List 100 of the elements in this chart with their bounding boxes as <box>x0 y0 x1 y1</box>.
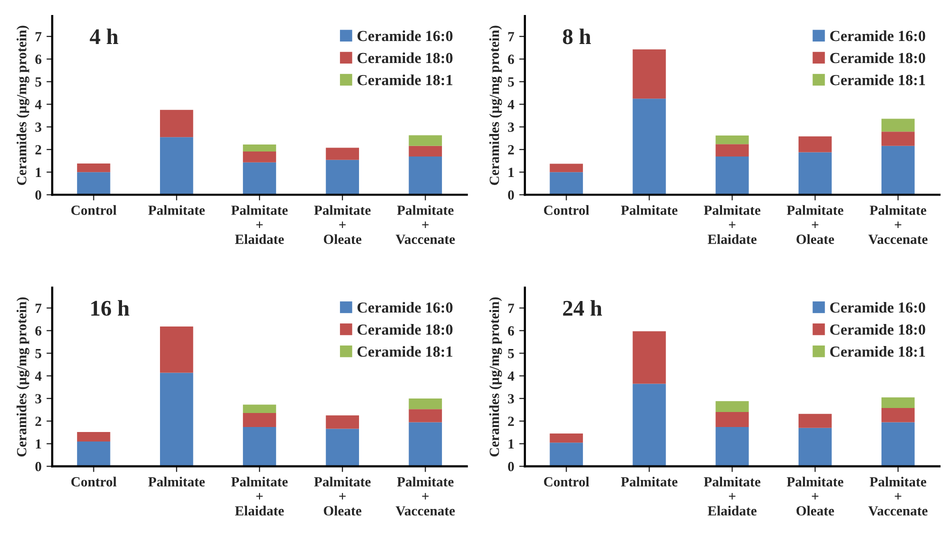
y-tick-label: 2 <box>508 145 514 154</box>
bar <box>550 442 583 466</box>
y-tick-label: 2 <box>508 416 514 426</box>
x-tick-label: Palmitate <box>148 205 205 215</box>
bar <box>242 152 276 162</box>
legend-label: Ceramide 18:0 <box>358 52 452 64</box>
bar <box>550 164 583 172</box>
y-tick-label: 6 <box>35 54 42 64</box>
bar <box>716 426 749 466</box>
bar <box>798 428 832 466</box>
legend-label: Ceramide 18:1 <box>358 74 452 86</box>
legend-label: Ceramide 18:1 <box>830 74 925 86</box>
bar <box>326 428 360 466</box>
y-tick-label: 5 <box>35 348 42 358</box>
bar <box>881 422 915 466</box>
x-tick-label: Palmitate + Oleate <box>314 476 371 516</box>
bar <box>881 146 915 195</box>
y-tick-label: 1 <box>508 439 514 449</box>
bar <box>798 152 832 195</box>
y-tick-label: 4 <box>508 372 514 381</box>
bar <box>242 404 276 413</box>
y-tick-label: 7 <box>36 304 42 313</box>
y-tick-label: 6 <box>508 54 514 64</box>
x-tick-label: Control <box>544 476 590 487</box>
bar <box>160 137 194 195</box>
chart-title: 24 h <box>563 300 602 316</box>
bar <box>77 432 110 442</box>
bar <box>632 384 666 466</box>
bar <box>408 422 442 466</box>
bar <box>242 412 276 427</box>
y-tick-label: 1 <box>36 168 42 177</box>
x-tick-label: Palmitate <box>148 476 205 487</box>
bar <box>242 162 276 195</box>
y-tick-label: 1 <box>36 439 42 449</box>
y-tick-label: 5 <box>508 348 514 358</box>
bar <box>881 118 915 132</box>
x-tick-label: Control <box>544 205 590 215</box>
bar <box>716 401 749 412</box>
x-tick-label: Palmitate + Vaccenate <box>868 205 928 244</box>
bar <box>326 415 360 429</box>
bar <box>716 135 749 144</box>
legend-label: Ceramide 16:0 <box>830 30 926 42</box>
x-tick-label: Palmitate + Elaidate <box>704 205 760 244</box>
x-tick-label: Palmitate <box>620 205 678 215</box>
y-tick-label: 6 <box>508 326 514 336</box>
y-tick-label: 7 <box>508 32 514 42</box>
bar <box>408 156 442 195</box>
y-axis-title: Ceramides (µg/mg protein) <box>16 26 30 185</box>
y-tick-label: 0 <box>35 190 42 200</box>
bar <box>242 144 276 152</box>
x-tick-label: Palmitate + Oleate <box>786 476 844 516</box>
bar <box>408 398 442 410</box>
bar <box>408 409 442 422</box>
y-tick-label: 4 <box>35 372 42 381</box>
x-tick-label: Palmitate + Oleate <box>786 205 844 244</box>
y-tick-label: 0 <box>508 462 514 472</box>
bar <box>881 408 915 422</box>
y-tick-label: 4 <box>508 100 514 110</box>
y-tick-label: 3 <box>508 394 514 404</box>
x-tick-label: Palmitate + Vaccenate <box>396 205 455 244</box>
chart-title: 8 h <box>562 28 591 44</box>
y-tick-label: 7 <box>36 32 42 42</box>
y-tick-label: 7 <box>508 304 514 313</box>
y-tick-label: 2 <box>35 145 42 154</box>
bar <box>632 98 666 195</box>
x-tick-label: Palmitate + Vaccenate <box>868 476 928 516</box>
bar <box>160 372 194 466</box>
chart-title: 4 h <box>90 28 118 44</box>
y-axis-title: Ceramides (µg/mg protein) <box>489 297 502 457</box>
y-tick-label: 3 <box>35 394 42 404</box>
legend-label: Ceramide 18:0 <box>830 52 926 64</box>
x-tick-label: Control <box>71 476 116 487</box>
x-tick-label: Palmitate <box>620 476 678 487</box>
bar <box>550 172 583 195</box>
y-tick-label: 1 <box>508 168 514 177</box>
y-tick-label: 3 <box>35 122 42 132</box>
bar <box>160 326 194 373</box>
legend-label: Ceramide 18:1 <box>830 346 925 357</box>
legend-label: Ceramide 16:0 <box>358 30 452 42</box>
bar <box>326 160 360 195</box>
x-tick-label: Palmitate + Oleate <box>314 205 371 244</box>
y-tick-label: 3 <box>508 122 514 132</box>
bar <box>798 414 832 428</box>
y-tick-label: 5 <box>508 77 514 87</box>
bar <box>326 148 360 160</box>
bar <box>77 164 110 172</box>
x-tick-label: Palmitate + Vaccenate <box>396 476 455 516</box>
y-axis-title: Ceramides (µg/mg protein) <box>489 26 502 185</box>
bar <box>242 426 276 466</box>
y-tick-label: 4 <box>35 100 42 110</box>
x-tick-label: Palmitate + Elaidate <box>231 476 288 516</box>
bar <box>798 136 832 152</box>
bar <box>160 110 194 138</box>
bar <box>550 434 583 443</box>
x-tick-label: Palmitate + Elaidate <box>704 476 760 516</box>
y-tick-label: 0 <box>35 462 42 472</box>
x-tick-label: Palmitate + Elaidate <box>231 205 288 244</box>
bar <box>632 49 666 99</box>
legend-label: Ceramide 18:0 <box>358 324 452 335</box>
legend-label: Ceramide 16:0 <box>358 302 452 313</box>
